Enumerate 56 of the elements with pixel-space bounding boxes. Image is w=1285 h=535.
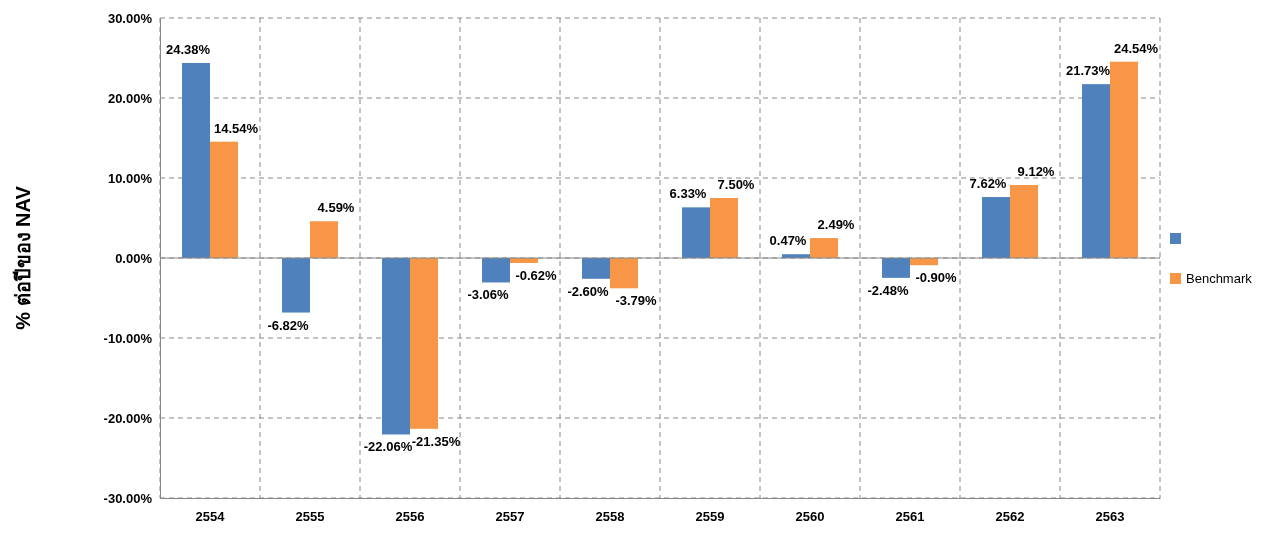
data-label: -0.90%	[915, 270, 958, 286]
bar	[1110, 61, 1138, 258]
y-tick-label: 10.00%	[107, 170, 153, 186]
y-axis-title: % ต่อปีของ NAV	[12, 185, 34, 330]
data-label: 24.38%	[165, 41, 211, 57]
x-tick-label: 2562	[995, 509, 1025, 525]
bar	[882, 258, 910, 278]
y-tick-label: -20.00%	[103, 410, 153, 426]
data-label: -3.06%	[467, 287, 510, 303]
data-label: -0.62%	[515, 267, 558, 283]
bar	[482, 258, 510, 283]
x-tick-label: 2563	[1095, 509, 1125, 525]
x-tick-label: 2555	[295, 509, 325, 525]
bar	[610, 258, 638, 289]
bar	[382, 258, 410, 435]
y-tick-label: -10.00%	[103, 330, 153, 346]
data-label: 6.33%	[669, 186, 707, 202]
data-label: -2.60%	[567, 283, 610, 299]
data-label: -3.79%	[615, 293, 658, 309]
bar	[410, 258, 438, 429]
x-tick-label: 2558	[595, 509, 625, 525]
x-tick-label: 2556	[395, 509, 425, 525]
x-tick-label: 2557	[495, 509, 525, 525]
y-tick-label: 0.00%	[115, 250, 153, 266]
data-label: 14.54%	[213, 120, 259, 136]
x-tick-label: 2561	[895, 509, 925, 525]
y-tick-label: 30.00%	[107, 10, 153, 26]
bar	[810, 238, 838, 258]
data-label: 0.47%	[769, 233, 807, 249]
y-tick-label: -30.00%	[103, 490, 153, 506]
data-label: 24.54%	[1113, 40, 1159, 56]
bar	[710, 198, 738, 258]
data-label: -21.35%	[411, 433, 461, 449]
bar	[982, 197, 1010, 258]
data-label: -22.06%	[363, 439, 413, 455]
bar	[682, 207, 710, 258]
data-label: 7.62%	[969, 176, 1007, 192]
bar	[282, 258, 310, 313]
data-label: 21.73%	[1065, 63, 1111, 79]
data-label: -6.82%	[267, 317, 310, 333]
data-label: 7.50%	[717, 177, 755, 192]
y-tick-label: 20.00%	[107, 90, 153, 106]
data-label: 4.59%	[317, 200, 355, 216]
bar	[582, 258, 610, 279]
x-tick-label: 2554	[195, 509, 226, 525]
data-label: 9.12%	[1017, 164, 1055, 180]
bar	[210, 141, 238, 258]
x-tick-label: 2560	[795, 509, 825, 525]
bar	[1010, 185, 1038, 258]
x-tick-label: 2559	[695, 509, 725, 525]
legend-label: Benchmark	[1186, 271, 1253, 286]
bar	[1082, 84, 1110, 258]
bar	[182, 62, 210, 258]
data-label: -2.48%	[867, 282, 910, 298]
bar	[310, 221, 338, 258]
data-label: 2.49%	[817, 217, 855, 233]
